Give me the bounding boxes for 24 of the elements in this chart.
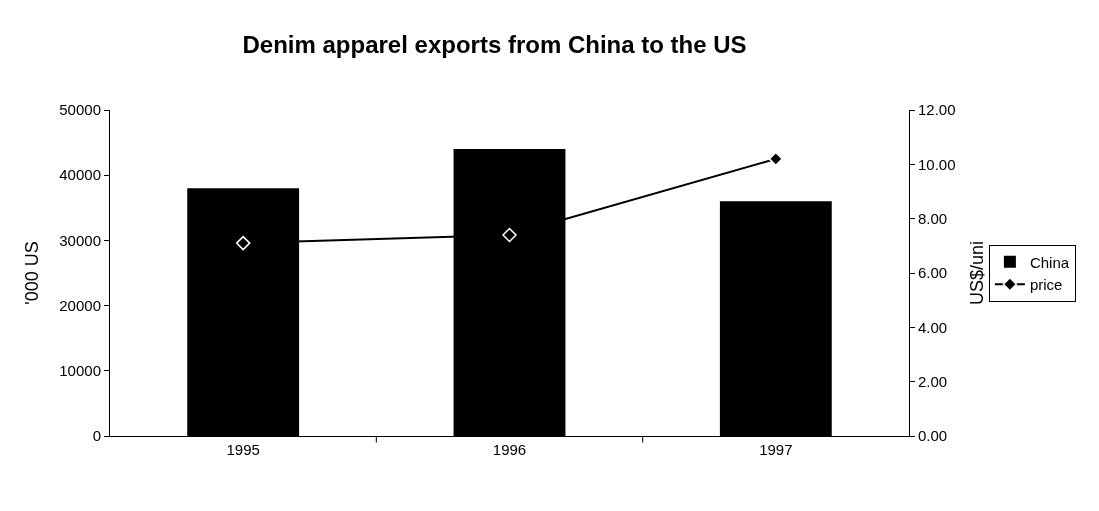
y-tick-label: 0 bbox=[92, 427, 101, 445]
y-tick-label: 50000 bbox=[59, 101, 101, 119]
y2-tick-label: 4.00 bbox=[918, 318, 948, 336]
chart-title: Denim apparel exports from China to the US bbox=[242, 30, 747, 58]
legend-label: China bbox=[1029, 253, 1070, 271]
y2-axis-title: US$/uni bbox=[966, 240, 987, 306]
y-axis-title: '000 US bbox=[22, 241, 43, 305]
y2-tick-label: 6.00 bbox=[918, 264, 948, 282]
y-tick-label: 20000 bbox=[59, 296, 101, 314]
x-tick-label: 1995 bbox=[226, 441, 260, 458]
y-tick-label: 40000 bbox=[59, 166, 101, 184]
x-tick-label: 1997 bbox=[759, 441, 793, 458]
point bbox=[235, 235, 251, 251]
point bbox=[768, 151, 784, 167]
y2-tick-label: 8.00 bbox=[918, 209, 948, 227]
y2-tick-label: 0.00 bbox=[918, 427, 948, 445]
y2-tick-label: 2.00 bbox=[918, 372, 948, 390]
legend-label: price bbox=[1029, 276, 1063, 294]
x-tick-label: 1996 bbox=[492, 441, 527, 458]
y-tick-label: 30000 bbox=[59, 231, 101, 249]
point bbox=[502, 227, 517, 243]
y2-tick-label: 10.00 bbox=[918, 155, 956, 173]
y2-tick-label: 12.00 bbox=[918, 101, 956, 119]
y-tick-label: 10000 bbox=[59, 362, 101, 380]
